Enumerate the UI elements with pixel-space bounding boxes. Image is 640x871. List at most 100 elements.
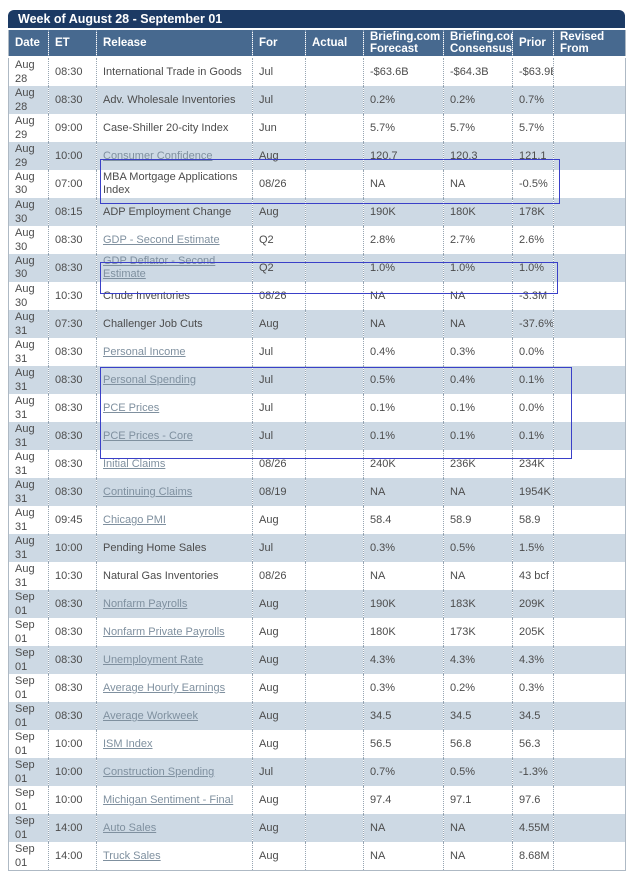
cell-actual — [305, 786, 364, 814]
release-link[interactable]: Nonfarm Private Payrolls — [103, 626, 225, 638]
release-link[interactable]: ISM Index — [103, 738, 153, 750]
cell-actual — [305, 702, 364, 730]
table-row: Sep 01 14:00 Auto Sales Aug NA NA 4.55M — [8, 814, 626, 842]
cell-for: Jul — [252, 338, 306, 366]
release-link[interactable]: Truck Sales — [103, 850, 161, 862]
release-link[interactable]: Consumer Confidence — [103, 150, 213, 162]
cell-et: 08:30 — [48, 394, 97, 422]
cell-forecast: 4.3% — [363, 646, 444, 674]
release-link[interactable]: Initial Claims — [103, 458, 166, 470]
cell-prior: -37.6% — [512, 310, 554, 338]
release-link[interactable]: GDP Deflator - Second Estimate — [103, 255, 216, 280]
table-row: Aug 31 10:00 Pending Home Sales Jul 0.3% 0.5%… — [8, 534, 626, 562]
cell-release: Personal Spending — [96, 366, 253, 394]
table-row: Aug 30 08:15 ADP Employment Change Aug 190K 1… — [8, 198, 626, 226]
table-row: Aug 31 08:30 PCE Prices Jul 0.1% 0.1% 0.0% — [9, 394, 626, 422]
cell-prior: 4.3% — [512, 646, 554, 674]
cell-consensus: NA — [443, 562, 513, 590]
cell-date: Aug 30 — [15, 227, 35, 253]
cell-revised — [553, 618, 626, 646]
cell-forecast: NA — [363, 478, 444, 506]
release-link[interactable]: GDP - Second Estimate — [103, 234, 220, 246]
cell-for: Aug — [252, 142, 306, 170]
cell-et: 08:30 — [48, 450, 97, 478]
release-link[interactable]: Personal Income — [103, 346, 186, 358]
release-link[interactable]: PCE Prices - Core — [103, 430, 193, 442]
table-row: Sep 01 10:00 Michigan Sentiment - Final Aug… — [9, 786, 626, 814]
cell-revised — [553, 282, 626, 310]
cell-actual — [305, 730, 364, 758]
cell-release: GDP Deflator - Second Estimate — [96, 254, 253, 282]
cell-release: PCE Prices - Core — [96, 422, 253, 450]
column-header-forecast: Briefing.com Forecast — [363, 28, 444, 58]
cell-consensus: NA — [443, 310, 513, 338]
cell-et: 10:00 — [48, 534, 97, 562]
cell-forecast: 58.4 — [363, 506, 444, 534]
cell-actual — [305, 57, 364, 86]
cell-revised — [553, 422, 626, 450]
cell-for: Aug — [252, 506, 306, 534]
column-header-release: Release — [96, 28, 253, 58]
cell-forecast: 240K — [363, 450, 444, 478]
cell-date: Sep 01 — [8, 646, 49, 674]
cell-prior: 56.3 — [512, 730, 554, 758]
week-title: Week of August 28 - September 01 — [18, 12, 223, 26]
cell-actual — [305, 394, 364, 422]
cell-date: Aug 29 — [8, 142, 49, 170]
cell-consensus: 2.7% — [443, 226, 513, 254]
cell-for: Aug — [252, 590, 306, 618]
cell-release: Continuing Claims — [96, 478, 253, 506]
cell-actual — [305, 226, 364, 254]
release-link[interactable]: PCE Prices — [103, 402, 160, 414]
cell-release: Natural Gas Inventories — [96, 562, 253, 590]
cell-date: Aug 30 — [8, 254, 49, 282]
cell-forecast: 56.5 — [363, 730, 444, 758]
cell-for: 08/26 — [252, 170, 306, 198]
cell-date: Sep 01 — [15, 787, 35, 813]
cell-consensus: 56.8 — [443, 730, 513, 758]
cell-release: Average Hourly Earnings — [96, 674, 253, 702]
cell-et: 10:00 — [48, 786, 97, 814]
release-link[interactable]: Average Hourly Earnings — [103, 682, 226, 694]
cell-revised — [553, 674, 626, 702]
cell-revised — [553, 142, 626, 170]
cell-prior: -0.5% — [512, 170, 554, 198]
cell-consensus: 180K — [443, 198, 513, 226]
cell-release: Challenger Job Cuts — [96, 310, 253, 338]
release-link[interactable]: Chicago PMI — [103, 514, 166, 526]
cell-consensus: 4.3% — [443, 646, 513, 674]
cell-release: Average Workweek — [96, 702, 253, 730]
cell-for: Jul — [252, 534, 306, 562]
cell-prior: 0.3% — [512, 674, 554, 702]
cell-consensus: 34.5 — [443, 702, 513, 730]
cell-prior: 97.6 — [512, 786, 554, 814]
release-link[interactable]: Construction Spending — [103, 766, 215, 778]
release-link[interactable]: Nonfarm Payrolls — [103, 598, 188, 610]
cell-consensus: 0.2% — [443, 86, 513, 114]
release-link[interactable]: Average Workweek — [103, 710, 198, 722]
cell-release: Pending Home Sales — [96, 534, 253, 562]
cell-revised — [553, 786, 626, 814]
release-link[interactable]: Auto Sales — [103, 822, 157, 834]
cell-date: Aug 30 — [15, 171, 35, 196]
cell-for: Aug — [252, 786, 306, 814]
cell-revised — [553, 254, 626, 282]
cell-for: 08/26 — [252, 450, 306, 478]
release-link[interactable]: Unemployment Rate — [103, 654, 204, 666]
cell-date: Aug 30 — [8, 198, 49, 226]
release-link[interactable]: Personal Spending — [103, 374, 196, 386]
release-link[interactable]: Michigan Sentiment - Final — [103, 794, 234, 806]
cell-release: Personal Income — [96, 338, 253, 366]
cell-prior: -$63.9B — [512, 57, 554, 86]
cell-release: ISM Index — [96, 730, 253, 758]
release-link[interactable]: Continuing Claims — [103, 486, 193, 498]
cell-et: 08:30 — [48, 478, 97, 506]
cell-date: Aug 28 — [8, 86, 49, 114]
cell-consensus: 97.1 — [443, 786, 513, 814]
cell-date: Aug 31 — [8, 534, 49, 562]
table-row: Sep 01 08:30 Average Hourly Earnings Aug 0.3… — [9, 674, 626, 702]
cell-actual — [305, 450, 364, 478]
cell-revised — [553, 450, 626, 478]
cell-actual — [305, 478, 364, 506]
cell-for: Q2 — [252, 254, 306, 282]
